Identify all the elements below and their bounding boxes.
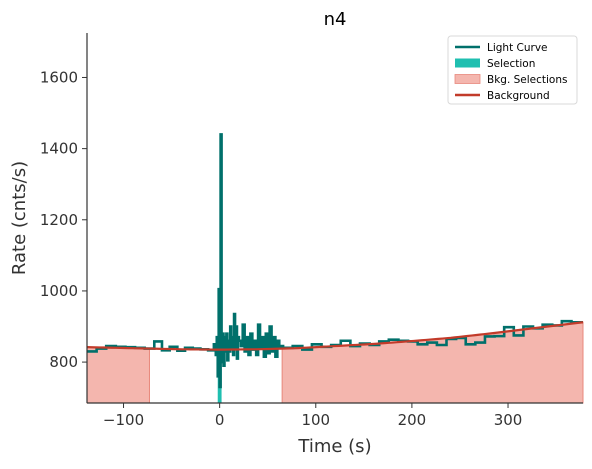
legend-patch-swatch [454, 74, 481, 84]
legend-label: Bkg. Selections [487, 74, 567, 86]
bkg-selection-region [86, 346, 150, 404]
bkg-selection-region [281, 321, 584, 404]
x-tick-label: 100 [301, 411, 330, 429]
y-tick-label: 1000 [40, 282, 78, 300]
x-tick-label: 0 [215, 411, 225, 429]
legend-label: Background [487, 90, 550, 102]
light-curve-series [87, 133, 583, 389]
x-tick-label: −100 [103, 411, 144, 429]
x-tick-label: 300 [494, 411, 523, 429]
light-curve-layer [87, 133, 583, 389]
legend-patch-swatch [455, 58, 480, 68]
y-axis-label: Rate (cnts/s) [9, 161, 30, 275]
legend-label: Light Curve [487, 42, 548, 54]
y-tick-label: 1600 [40, 68, 78, 86]
chart-title: n4 [324, 9, 347, 30]
x-tick-label: 200 [398, 411, 427, 429]
background-model-layer [86, 321, 584, 351]
y-tick-label: 1400 [40, 140, 78, 158]
axes [86, 33, 583, 404]
y-tick-label: 800 [49, 353, 78, 371]
legend-frame [447, 35, 578, 105]
legend: Light Curve Selection Bkg. Selections Backg… [447, 35, 578, 105]
background-model-line [86, 321, 584, 351]
legend-label: Selection [487, 58, 535, 70]
y-tick-label: 1200 [40, 211, 78, 229]
x-axis-label: Time (s) [297, 436, 371, 457]
y-ticks: 800 1000 1200 1400 1600 [40, 68, 87, 371]
x-ticks: −100 0 100 200 300 [103, 403, 522, 429]
bkg-selection-layer [86, 321, 584, 404]
